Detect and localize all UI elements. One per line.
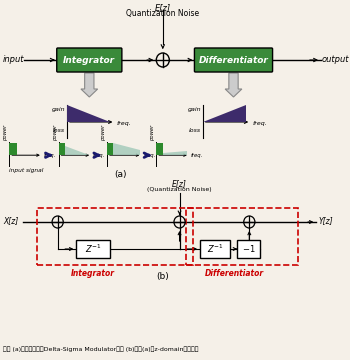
Polygon shape [113, 143, 140, 155]
Text: E[z]: E[z] [172, 179, 187, 188]
Polygon shape [81, 73, 98, 97]
FancyBboxPatch shape [195, 48, 273, 72]
Bar [58, 143, 65, 155]
Text: $Z^{-1}$: $Z^{-1}$ [85, 243, 102, 255]
Text: (b): (b) [156, 272, 169, 281]
Text: power: power [53, 125, 58, 141]
Text: E[z]: E[z] [155, 3, 171, 12]
Bar [156, 143, 163, 155]
Text: loss: loss [53, 127, 65, 132]
FancyBboxPatch shape [200, 240, 230, 258]
FancyBboxPatch shape [57, 48, 122, 72]
Polygon shape [163, 151, 187, 155]
Text: Differentiator: Differentiator [205, 269, 264, 278]
Text: (Quantization Noise): (Quantization Noise) [147, 187, 212, 192]
Text: freq.: freq. [116, 121, 131, 126]
Text: Integrator: Integrator [71, 269, 115, 278]
Text: input: input [3, 54, 24, 63]
Bar [107, 143, 113, 155]
Text: X[z]: X[z] [4, 216, 19, 225]
Text: Integrator: Integrator [63, 55, 116, 64]
FancyBboxPatch shape [237, 240, 260, 258]
Polygon shape [225, 73, 242, 97]
Text: power: power [150, 125, 155, 141]
FancyBboxPatch shape [76, 240, 110, 258]
Text: freq.: freq. [93, 153, 105, 158]
Text: gain: gain [51, 107, 65, 112]
Text: power: power [101, 125, 106, 141]
Text: power: power [4, 125, 8, 141]
Text: freq.: freq. [191, 153, 203, 158]
Text: Quantization Noise: Quantization Noise [126, 9, 200, 18]
Text: 圖八 (a)利用頻譜說明Delta-Sigma Modulator功用 (b)圖八(a)的z-domain等效模型: 圖八 (a)利用頻譜說明Delta-Sigma Modulator功用 (b)圖… [3, 346, 198, 352]
Text: gain: gain [187, 107, 201, 112]
Text: freq.: freq. [252, 121, 267, 126]
Text: freq.: freq. [44, 153, 56, 158]
Text: $Z^{-1}$: $Z^{-1}$ [206, 243, 223, 255]
Text: (a): (a) [115, 170, 127, 179]
Text: output: output [322, 54, 349, 63]
Polygon shape [203, 105, 246, 122]
Text: Differentiator: Differentiator [198, 55, 268, 64]
Bar [9, 143, 17, 155]
Text: freq.: freq. [143, 153, 155, 158]
Text: $-1$: $-1$ [241, 243, 255, 255]
Polygon shape [65, 146, 89, 155]
Polygon shape [67, 105, 110, 122]
Text: Y[z]: Y[z] [318, 216, 333, 225]
Text: loss: loss [189, 127, 201, 132]
Text: input signal: input signal [9, 168, 43, 173]
